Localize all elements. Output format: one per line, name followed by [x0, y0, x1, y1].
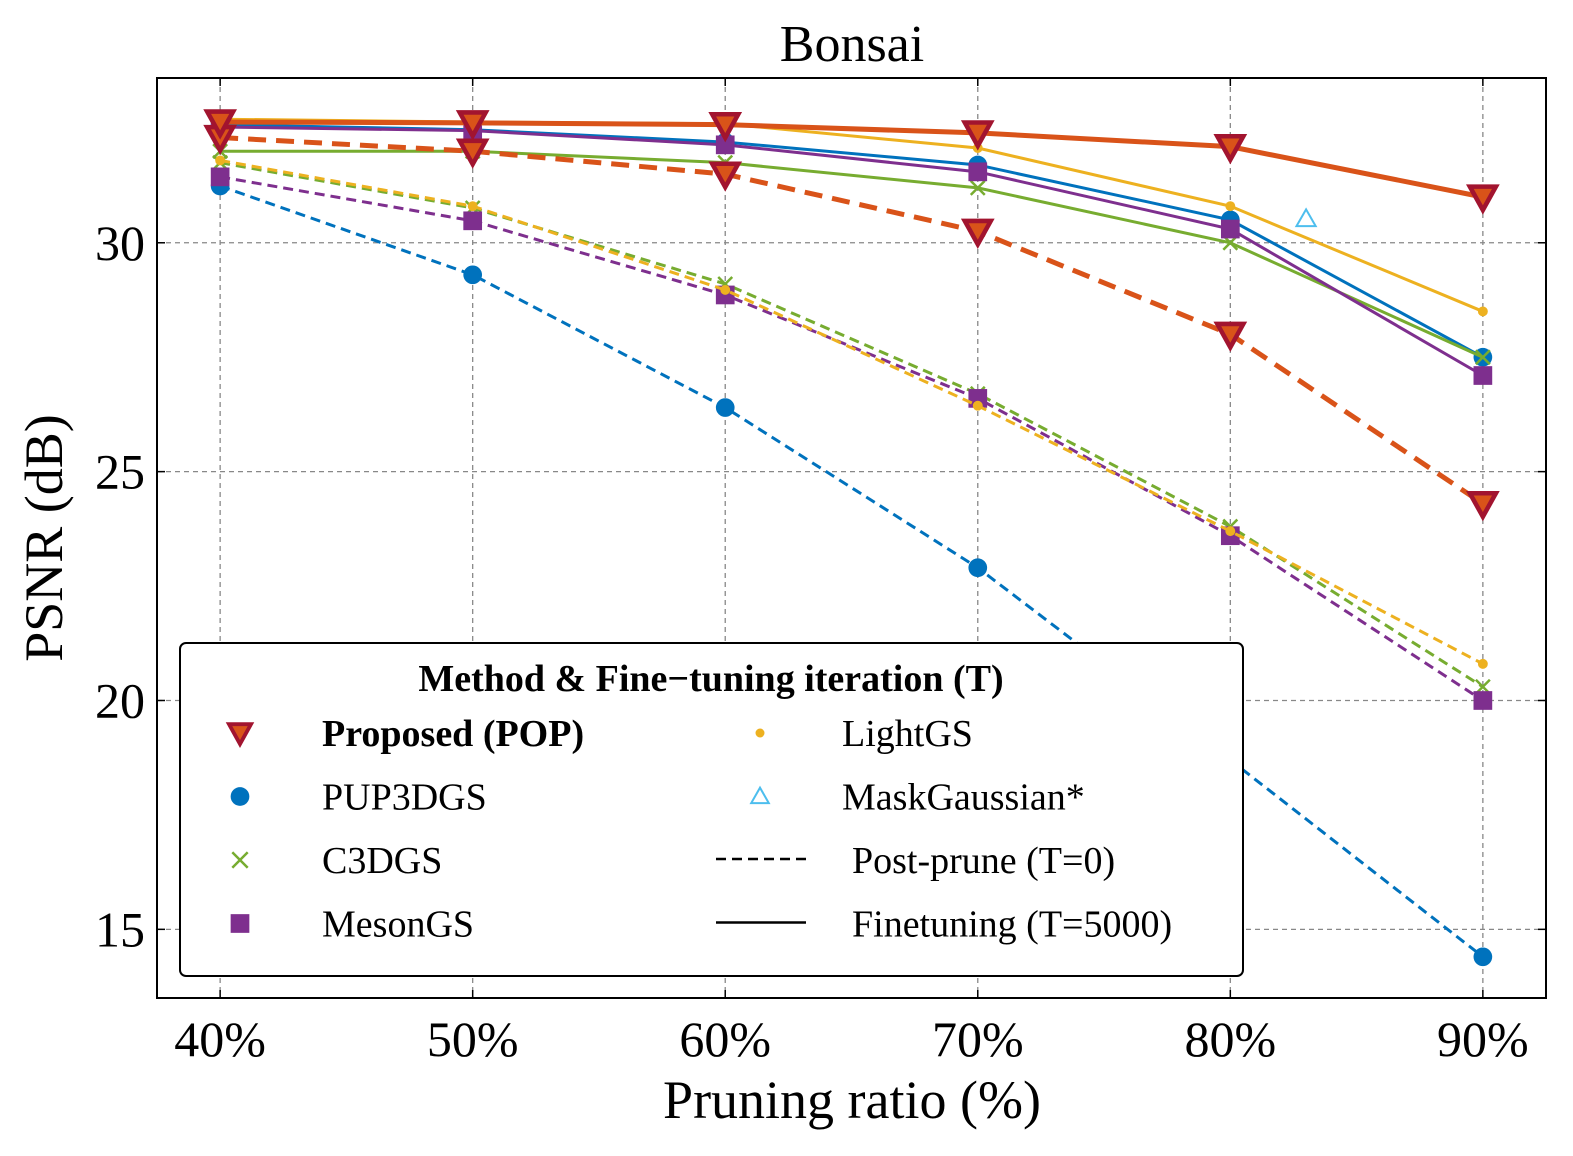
dot-marker [720, 284, 731, 295]
x-tick-label: 80% [1184, 1011, 1276, 1067]
legend-item: C3DGS [231, 840, 442, 882]
triangle-up-open-marker [1294, 207, 1318, 228]
triangle-down-marker [1213, 321, 1248, 353]
circle-marker [715, 398, 735, 417]
legend-item: Finetuning (T=5000) [716, 904, 1172, 946]
dot-marker [755, 728, 765, 738]
x-tick-label: 90% [1437, 1011, 1529, 1067]
x-marker [231, 851, 249, 869]
x-tick-label: 40% [174, 1011, 266, 1067]
circle-marker [230, 787, 250, 806]
y-tick-label: 15 [95, 901, 145, 957]
square-marker [463, 211, 483, 231]
square-marker [968, 389, 988, 408]
x-tick-label: 70% [932, 1011, 1024, 1067]
x-tick-label: 60% [679, 1011, 771, 1067]
circle-marker [968, 558, 988, 578]
triangle-down-marker [455, 110, 490, 141]
series-c3dgs-solid [212, 143, 1491, 366]
dot-marker [1225, 526, 1236, 537]
triangle-down-marker [1465, 184, 1500, 215]
series-lightgs-solid [215, 114, 1488, 317]
square-marker [715, 135, 735, 155]
series-line [220, 125, 1484, 377]
triangle-down-marker [708, 161, 743, 192]
series-pup3dgs-dashed [210, 176, 1493, 967]
legend-item: LightGS [755, 713, 973, 755]
series-maskgaussian--none [1294, 207, 1318, 228]
legend-label: MesonGS [322, 904, 474, 946]
square-marker [1473, 366, 1493, 385]
y-tick-label: 25 [95, 444, 145, 500]
dot-marker [1225, 201, 1236, 212]
dot-marker [215, 155, 226, 166]
legend-item: MesonGS [230, 904, 474, 946]
triangle-down-marker [1465, 490, 1500, 522]
series-proposed-pop--dashed [203, 124, 1500, 522]
triangle-down-marker [225, 722, 255, 748]
square-marker [1220, 219, 1240, 239]
series-c3dgs-dashed [212, 154, 1491, 695]
triangle-up-open-marker [749, 785, 771, 805]
square-marker [230, 914, 250, 933]
legend-label: LightGS [842, 713, 973, 755]
series-line [220, 135, 1485, 506]
triangle-down-marker [960, 218, 995, 250]
y-axis-label: PSNR (dB) [14, 414, 74, 662]
series-mesongs-solid [210, 117, 1493, 385]
legend-label: PUP3DGS [322, 777, 487, 819]
legend-item: Proposed (POP) [225, 713, 584, 755]
circle-marker [463, 265, 483, 285]
y-tick-label: 20 [95, 672, 145, 728]
legend: Method & Fine−tuning iteration (T) Propos… [179, 642, 1244, 977]
series-line [219, 184, 1484, 958]
series-line [219, 161, 1484, 689]
legend-item: PUP3DGS [230, 777, 487, 819]
series-pup3dgs-solid [210, 115, 1493, 367]
legend-box [179, 642, 1244, 977]
chart-title: Bonsai [780, 16, 924, 73]
legend-item: Post-prune (T=0) [716, 840, 1115, 882]
plot-frame [156, 77, 1547, 999]
triangle-down-marker [1213, 133, 1248, 165]
legend-label: Finetuning (T=5000) [852, 904, 1172, 946]
dot-marker [1477, 306, 1488, 317]
triangle-down-marker [708, 112, 743, 143]
legend-label: MaskGaussian* [842, 777, 1085, 819]
triangle-down-marker [203, 109, 238, 140]
series-lightgs-dashed [215, 155, 1488, 669]
dot-marker [467, 201, 478, 212]
series-line [219, 158, 1484, 666]
square-marker [1473, 691, 1493, 710]
series-line [220, 119, 1484, 200]
triangle-down-marker [455, 138, 490, 169]
legend-item: MaskGaussian* [749, 777, 1085, 819]
triangle-down-marker [960, 120, 995, 151]
square-marker [968, 162, 988, 182]
legend-label: Proposed (POP) [322, 713, 584, 755]
dot-marker [1477, 658, 1488, 669]
dot-marker [972, 400, 983, 411]
x-axis-label: Pruning ratio (%) [663, 1070, 1041, 1130]
legend-label: Post-prune (T=0) [852, 840, 1115, 882]
series-proposed-pop--solid [203, 109, 1500, 215]
x-tick-label: 50% [427, 1011, 519, 1067]
circle-marker [1473, 947, 1493, 967]
square-marker [210, 167, 230, 187]
legend-title: Method & Fine−tuning iteration (T) [418, 658, 1003, 700]
legend-label: C3DGS [322, 840, 442, 882]
series-line [220, 117, 1484, 313]
x-marker [1474, 349, 1491, 366]
x-marker [969, 179, 986, 196]
y-tick-label: 30 [95, 215, 145, 271]
